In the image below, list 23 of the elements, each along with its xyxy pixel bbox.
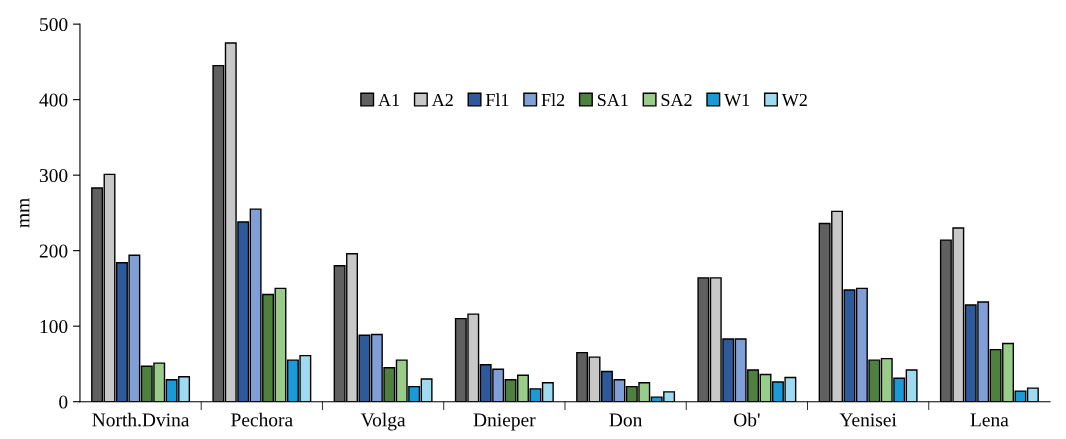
legend-label: SA1 [597, 93, 628, 107]
y-tick-label: 100 [40, 319, 68, 334]
x-tick-label: Dnieper [473, 413, 536, 431]
x-tick-label: Ob' [734, 412, 760, 427]
legend-label: A2 [431, 93, 453, 106]
x-tick-label: Don [609, 413, 643, 427]
y-axis-title: mm [20, 198, 30, 228]
x-tick-label: Pechora [231, 412, 293, 427]
legend-label: W1 [724, 93, 750, 107]
y-tick-label: 200 [39, 244, 68, 258]
legend-label: A1 [378, 93, 400, 106]
y-tick-label: 500 [40, 17, 68, 32]
legend-label: SA2 [661, 93, 692, 107]
legend-label: W2 [781, 93, 807, 107]
x-tick-label: Lena [970, 413, 1009, 427]
y-tick-label: 400 [39, 93, 68, 107]
legend-label: Fl2 [541, 93, 565, 106]
y-tick-label: 300 [39, 168, 68, 183]
x-tick-label: Volga [360, 412, 406, 431]
x-tick-label: Yenisei [839, 413, 897, 427]
y-tick-label: 0 [59, 395, 68, 409]
x-tick-label: North.Dvina [92, 412, 190, 427]
legend-label: Fl1 [485, 93, 509, 106]
